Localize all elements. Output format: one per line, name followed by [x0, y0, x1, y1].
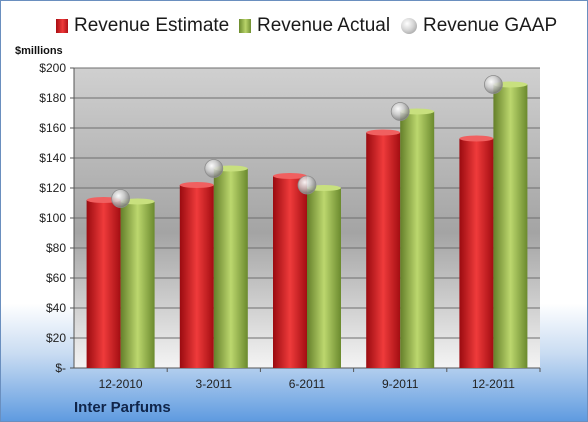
bar-revenue-estimate — [459, 138, 494, 368]
legend-swatch-gaap — [401, 18, 417, 34]
bar-revenue-actual — [120, 201, 155, 368]
bar-top-revenue-estimate — [179, 182, 214, 188]
legend-label-actual: Revenue Actual — [257, 15, 391, 36]
y-tick-label: $60 — [46, 271, 66, 285]
legend-item-estimate: Revenue Estimate — [56, 15, 229, 37]
bar-revenue-estimate — [86, 200, 121, 368]
bar-revenue-actual — [307, 188, 341, 368]
y-tick-label: $180 — [39, 91, 66, 105]
bar-top-revenue-estimate — [366, 129, 401, 136]
x-tick-label: 12-2011 — [472, 377, 515, 391]
x-axis-ticks: 12-2010 3-2011 6-2011 9-2011 12-2011 — [99, 368, 541, 391]
bar-revenue-actual — [493, 84, 528, 368]
y-tick-label: $120 — [39, 181, 66, 195]
y-tick-label: $200 — [39, 61, 66, 75]
y-tick-label: $40 — [46, 301, 66, 315]
y-tick-label: $100 — [39, 211, 66, 225]
y-tick-label: $160 — [39, 121, 66, 135]
bar-revenue-estimate — [366, 132, 401, 368]
marker-revenue-gaap — [390, 102, 410, 121]
legend-item-actual: Revenue Actual — [239, 15, 390, 37]
marker-revenue-gaap — [483, 75, 503, 94]
bar-top-revenue-estimate — [459, 135, 494, 142]
y-tick-label: $140 — [39, 151, 66, 165]
bar-revenue-actual — [213, 168, 248, 368]
marker-revenue-gaap — [111, 189, 130, 208]
legend: Revenue Estimate Revenue Actual Revenue … — [1, 15, 587, 39]
marker-revenue-gaap — [204, 159, 224, 178]
bars — [86, 81, 528, 368]
legend-swatch-actual — [239, 19, 251, 33]
bar-top-revenue-estimate — [273, 173, 307, 179]
y-tick-label: $- — [55, 361, 66, 375]
y-tick-label: $80 — [46, 241, 66, 255]
x-tick-label: 6-2011 — [289, 377, 326, 391]
legend-label-estimate: Revenue Estimate — [74, 15, 230, 36]
marker-revenue-gaap — [297, 175, 317, 195]
company-name: Inter Parfums — [74, 399, 171, 416]
gaap-markers — [111, 75, 503, 208]
y-tick-label: $20 — [46, 331, 66, 345]
x-tick-label: 9-2011 — [382, 377, 419, 391]
legend-swatch-estimate — [56, 19, 68, 33]
legend-label-gaap: Revenue GAAP — [423, 15, 558, 36]
x-tick-label: 3-2011 — [196, 377, 233, 391]
legend-item-gaap: Revenue GAAP — [401, 15, 557, 37]
bar-revenue-actual — [400, 111, 435, 368]
bar-revenue-estimate — [273, 176, 307, 368]
bar-revenue-estimate — [179, 185, 214, 368]
y-axis-unit-label: $millions — [15, 45, 63, 57]
x-tick-label: 12-2010 — [99, 377, 143, 391]
